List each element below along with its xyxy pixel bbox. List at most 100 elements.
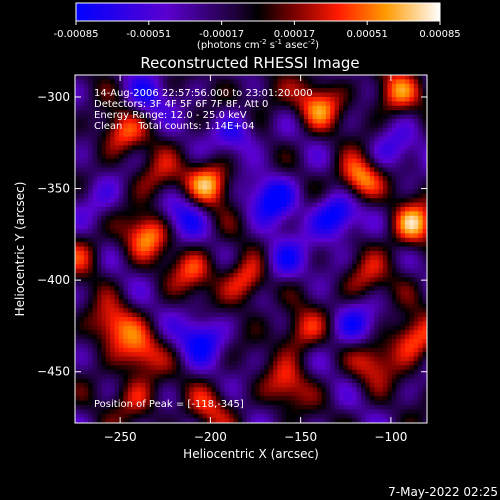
heatmap-cell	[369, 105, 375, 111]
heatmap-cell	[259, 158, 265, 164]
heatmap-cell	[158, 317, 164, 322]
heatmap-cell	[383, 110, 388, 115]
heatmap-cell	[97, 202, 102, 208]
heatmap-cell	[211, 119, 217, 124]
heatmap-cell	[83, 149, 89, 155]
heatmap-cell	[334, 207, 340, 212]
heatmap-cell	[374, 242, 379, 247]
heatmap-cell	[361, 281, 366, 287]
heatmap-cell	[136, 273, 142, 278]
heatmap-cell	[207, 277, 212, 283]
heatmap-cell	[391, 189, 397, 195]
heatmap-cell	[237, 207, 243, 212]
heatmap-cell	[264, 193, 269, 199]
heatmap-cell	[325, 277, 331, 283]
heatmap-cell	[193, 79, 199, 85]
heatmap-cell	[325, 233, 331, 239]
heatmap-cell	[83, 145, 89, 151]
heatmap-cell	[422, 119, 427, 124]
heatmap-cell	[132, 339, 137, 344]
heatmap-cell	[281, 114, 287, 120]
heatmap-cell	[97, 343, 102, 349]
heatmap-cell	[176, 110, 181, 115]
heatmap-cell	[79, 211, 85, 217]
heatmap-cell	[119, 277, 124, 283]
heatmap-cell	[132, 167, 137, 173]
heatmap-cell	[255, 193, 261, 199]
heatmap-cell	[422, 132, 427, 137]
heatmap-cell	[79, 286, 85, 291]
heatmap-cell	[308, 251, 313, 256]
heatmap-cell	[123, 312, 129, 318]
heatmap-cell	[273, 233, 278, 239]
heatmap-cell	[105, 224, 111, 230]
heatmap-cell	[295, 110, 300, 115]
heatmap-cell	[101, 308, 107, 313]
heatmap-cell	[387, 317, 393, 322]
heatmap-cell	[383, 127, 388, 133]
heatmap-cell	[83, 176, 89, 181]
heatmap-cell	[185, 132, 190, 137]
heatmap-cell	[365, 211, 371, 217]
heatmap-cell	[229, 171, 234, 177]
heatmap-cell	[237, 136, 243, 142]
heatmap-cell	[409, 343, 415, 349]
heatmap-cell	[295, 193, 300, 199]
heatmap-cell	[369, 290, 375, 296]
heatmap-cell	[141, 149, 146, 155]
heatmap-cell	[281, 317, 287, 322]
heatmap-cell	[352, 255, 357, 261]
heatmap-cell	[224, 246, 230, 252]
heatmap-cell	[79, 343, 85, 349]
heatmap-cell	[207, 321, 212, 327]
heatmap-cell	[339, 198, 344, 203]
heatmap-cell	[299, 255, 305, 261]
heatmap-cell	[132, 224, 137, 230]
heatmap-cell	[312, 268, 318, 274]
heatmap-cell	[347, 163, 353, 168]
heatmap-cell	[295, 154, 300, 159]
heatmap-cell	[123, 163, 129, 168]
heatmap-cell	[383, 141, 388, 146]
heatmap-cell	[396, 202, 401, 208]
heatmap-cell	[123, 220, 129, 225]
heatmap-cell	[193, 343, 199, 349]
heatmap-cell	[237, 290, 243, 296]
heatmap-cell	[255, 299, 261, 305]
heatmap-cell	[149, 220, 155, 225]
heatmap-cell	[259, 330, 265, 335]
heatmap-cell	[378, 171, 384, 177]
heatmap-cell	[97, 286, 102, 291]
heatmap-cell	[312, 193, 318, 199]
heatmap-cell	[374, 334, 379, 340]
heatmap-cell	[422, 158, 427, 164]
heatmap-cell	[343, 83, 349, 89]
heatmap-cell	[365, 167, 371, 173]
heatmap-cell	[413, 176, 419, 181]
heatmap-cell	[198, 136, 203, 142]
heatmap-cell	[171, 185, 177, 190]
heatmap-cell	[220, 119, 225, 124]
heatmap-cell	[325, 149, 331, 155]
heatmap-cell	[119, 330, 124, 335]
heatmap-cell	[255, 229, 261, 234]
heatmap-cell	[264, 317, 269, 322]
heatmap-cell	[207, 211, 212, 217]
heatmap-cell	[167, 145, 173, 151]
heatmap-cell	[303, 224, 309, 230]
heatmap-cell	[321, 277, 327, 283]
heatmap-cell	[369, 325, 375, 331]
heatmap-cell	[286, 207, 291, 212]
heatmap-cell	[268, 163, 274, 168]
heatmap-cell	[110, 229, 115, 234]
heatmap-cell	[114, 119, 120, 124]
heatmap-cell	[101, 202, 107, 208]
heatmap-cell	[405, 246, 410, 252]
heatmap-cell	[83, 123, 89, 129]
heatmap-cell	[171, 123, 177, 129]
heatmap-cell	[193, 167, 199, 173]
heatmap-cell	[413, 171, 419, 177]
heatmap-cell	[83, 286, 89, 291]
heatmap-cell	[330, 136, 335, 142]
heatmap-cell	[207, 114, 212, 120]
